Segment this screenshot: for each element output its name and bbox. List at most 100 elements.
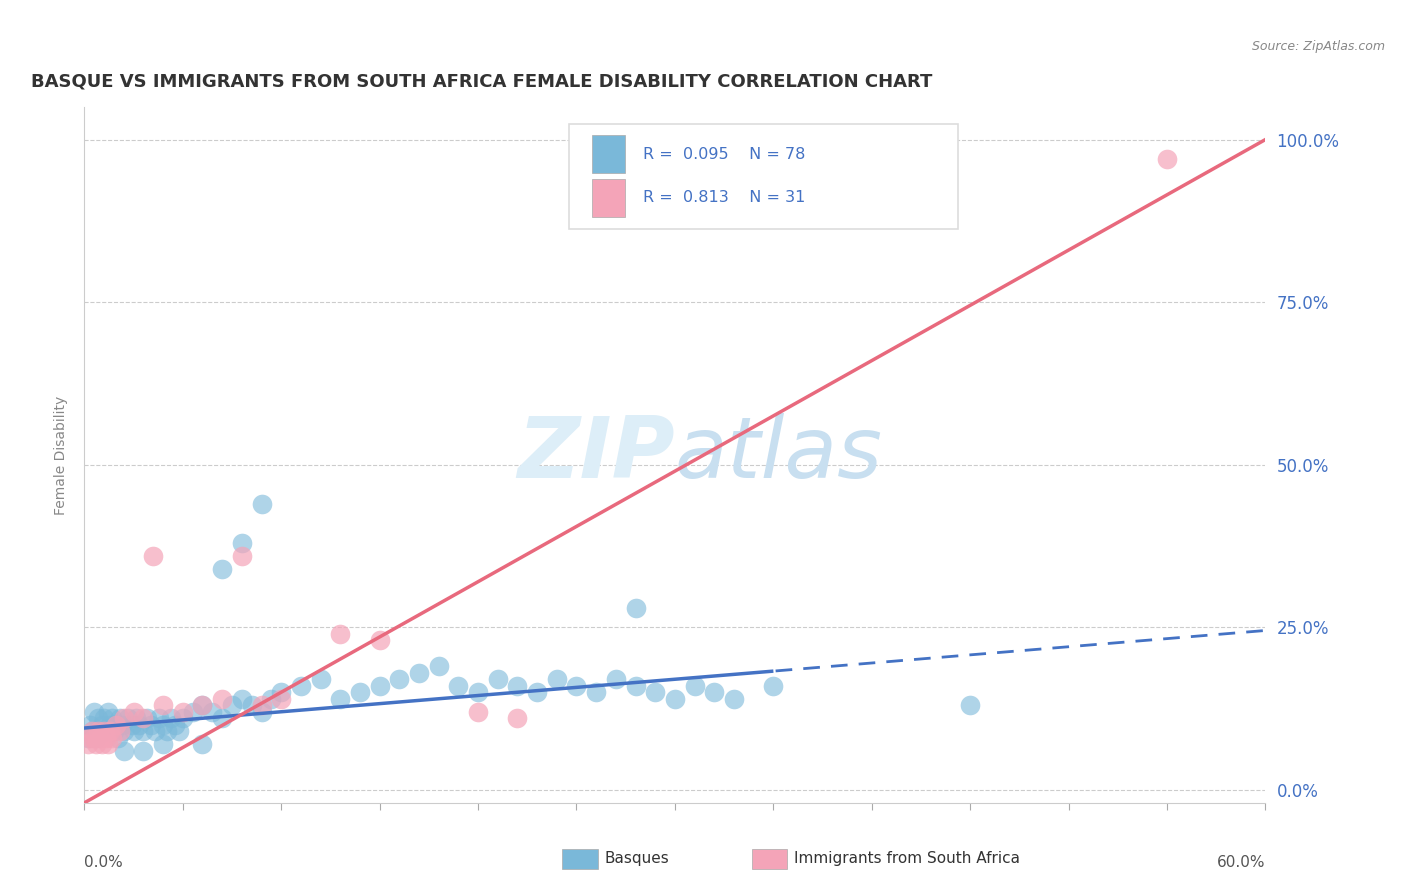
Point	[97, 705, 120, 719]
Point	[703, 685, 725, 699]
Point	[103, 724, 125, 739]
Point	[79, 718, 101, 732]
Point	[98, 724, 121, 739]
Point	[112, 711, 135, 725]
Point	[112, 744, 135, 758]
Point	[624, 679, 647, 693]
Text: R =  0.813    N = 31: R = 0.813 N = 31	[643, 190, 806, 205]
Point	[122, 724, 145, 739]
Point	[132, 744, 155, 758]
Point	[160, 711, 183, 725]
Point	[486, 672, 509, 686]
Point	[605, 672, 627, 686]
Point	[231, 549, 253, 563]
Point	[506, 679, 529, 693]
Point	[82, 724, 104, 739]
Point	[91, 737, 114, 751]
Point	[240, 698, 263, 713]
Text: ZIP: ZIP	[517, 413, 675, 497]
Point	[546, 672, 568, 686]
Point	[270, 691, 292, 706]
Point	[152, 718, 174, 732]
Point	[148, 711, 170, 725]
Point	[117, 711, 139, 725]
Point	[132, 711, 155, 725]
Point	[172, 711, 194, 725]
Point	[84, 737, 107, 751]
Point	[156, 724, 179, 739]
Text: Source: ZipAtlas.com: Source: ZipAtlas.com	[1251, 40, 1385, 54]
Point	[94, 724, 117, 739]
Point	[93, 711, 115, 725]
Point	[526, 685, 548, 699]
Point	[329, 691, 352, 706]
Point	[211, 691, 233, 706]
Point	[644, 685, 666, 699]
Text: BASQUE VS IMMIGRANTS FROM SOUTH AFRICA FEMALE DISABILITY CORRELATION CHART: BASQUE VS IMMIGRANTS FROM SOUTH AFRICA F…	[31, 72, 932, 90]
Point	[84, 731, 107, 745]
Y-axis label: Female Disability: Female Disability	[55, 395, 69, 515]
Point	[388, 672, 411, 686]
Point	[467, 685, 489, 699]
Point	[94, 731, 117, 745]
Point	[1156, 152, 1178, 166]
Point	[959, 698, 981, 713]
Point	[181, 705, 204, 719]
Point	[101, 731, 124, 745]
Point	[167, 724, 190, 739]
Point	[349, 685, 371, 699]
Point	[141, 718, 163, 732]
Point	[191, 698, 214, 713]
Point	[89, 724, 111, 739]
Point	[467, 705, 489, 719]
Point	[77, 731, 100, 745]
Point	[221, 698, 243, 713]
Point	[723, 691, 745, 706]
Point	[231, 691, 253, 706]
Point	[79, 731, 101, 745]
Point	[121, 718, 143, 732]
Point	[231, 535, 253, 549]
Point	[191, 737, 214, 751]
Point	[122, 705, 145, 719]
Point	[565, 679, 588, 693]
Point	[77, 737, 100, 751]
Point	[93, 724, 115, 739]
Text: 0.0%: 0.0%	[84, 855, 124, 870]
Text: R =  0.095    N = 78: R = 0.095 N = 78	[643, 147, 806, 161]
Point	[152, 698, 174, 713]
Point	[309, 672, 332, 686]
Bar	[592, 178, 626, 217]
Point	[762, 679, 785, 693]
Point	[108, 711, 131, 725]
Point	[427, 659, 450, 673]
Text: Basques: Basques	[605, 852, 669, 866]
Point	[270, 685, 292, 699]
Point	[91, 718, 114, 732]
Point	[97, 737, 120, 751]
Text: Immigrants from South Africa: Immigrants from South Africa	[794, 852, 1021, 866]
Text: 60.0%: 60.0%	[1218, 855, 1265, 870]
Point	[368, 679, 391, 693]
Point	[87, 711, 110, 725]
Point	[101, 711, 124, 725]
Point	[290, 679, 312, 693]
Point	[152, 737, 174, 751]
Point	[111, 718, 134, 732]
Text: atlas: atlas	[675, 413, 883, 497]
Point	[163, 718, 186, 732]
Point	[107, 731, 129, 745]
Point	[585, 685, 607, 699]
Point	[664, 691, 686, 706]
Bar	[592, 135, 626, 173]
Point	[82, 724, 104, 739]
Point	[104, 718, 127, 732]
Point	[104, 718, 127, 732]
Point	[143, 724, 166, 739]
Point	[172, 705, 194, 719]
Point	[250, 698, 273, 713]
Point	[136, 711, 159, 725]
Point	[83, 731, 105, 745]
Point	[211, 562, 233, 576]
Point	[250, 497, 273, 511]
